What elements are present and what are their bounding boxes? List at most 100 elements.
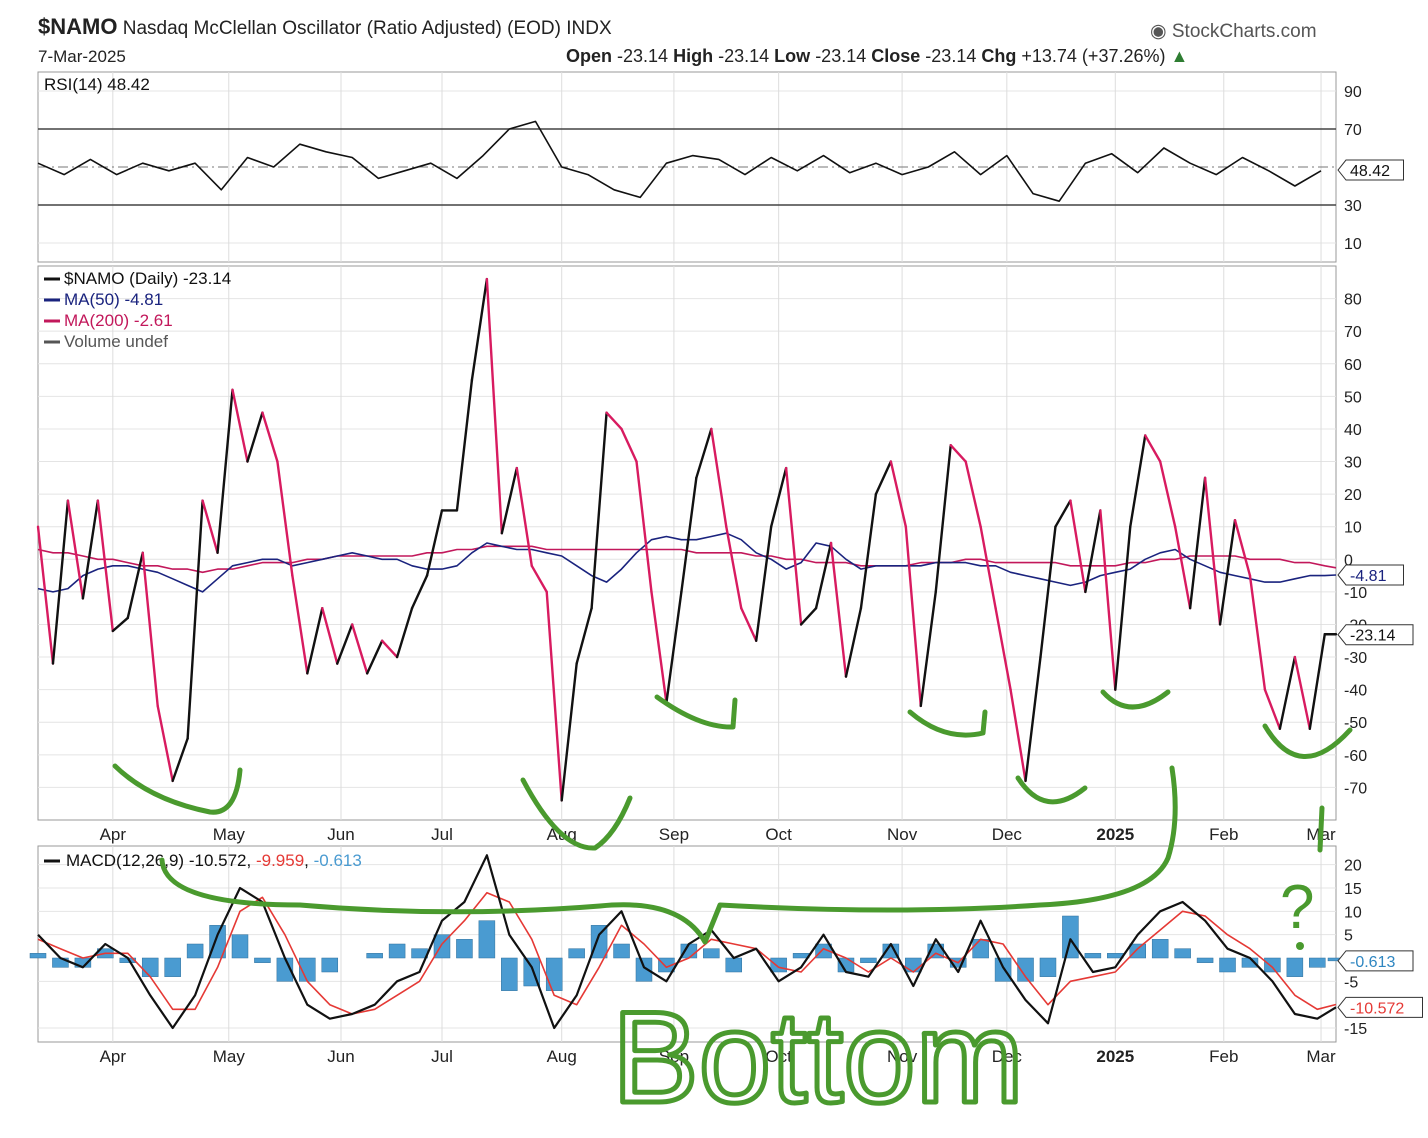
y-tick-label: 30 [1344,198,1362,215]
macd-histogram-bar [209,925,226,959]
namo-segment [934,444,952,594]
macd-legend-part: , [247,851,256,870]
x-tick-label: Mar [1306,1047,1336,1066]
namo-segment [904,525,922,708]
y-tick-label: 10 [1344,236,1362,253]
last-value-tag [1337,159,1404,181]
x-tick-label: Oct [765,1047,792,1066]
y-tick-label: -5 [1344,974,1358,991]
ohlc-label-2: Low [774,46,811,66]
ohlc-label-4: Chg [981,46,1017,66]
index-name: Nasdaq McClellan Oscillator (Ratio Adjus… [122,18,561,39]
macd-legend-part: MACD(12,26,9) [66,851,189,870]
x-tick-label: Oct [765,825,792,844]
macd-histogram-bar [231,934,249,959]
namo-segment [36,525,55,665]
up-arrow-icon: ▲ [1170,46,1189,66]
namo-segment [859,492,878,610]
macd-histogram-bar [388,943,406,959]
macd-histogram-bar [141,957,159,977]
namo-segment [201,499,219,554]
y-tick-label: 20 [1344,858,1362,875]
x-tick-label: Feb [1209,1047,1238,1066]
macd-histogram-bar [613,943,630,959]
macd-histogram-bar [1039,957,1057,977]
y-tick-label: 80 [1344,292,1362,309]
x-tick-label: 2025 [1096,1047,1134,1066]
last-value-label: 48.42 [1350,163,1390,180]
macd-histogram-bar [545,957,563,991]
namo-segment [545,590,563,802]
macd-line [37,854,1337,1030]
x-tick-label: Sep [659,1047,689,1066]
namo-segment [485,277,504,535]
hand-drawn-mark [654,694,738,730]
ohlc-label-1: High [673,46,714,66]
namo-segment [710,427,728,528]
namo-segment [949,444,967,463]
main-legend-item: MA(200) -2.61 [64,311,173,330]
namo-segment [1263,688,1282,730]
last-value-label: -23.14 [1350,628,1395,645]
namo-segment [994,606,1012,691]
y-tick-label: 0 [1344,552,1353,569]
namo-segment [769,466,788,528]
namo-segment [889,460,908,528]
question-dot [1296,942,1304,950]
x-tick-label: 2025 [1096,825,1134,844]
namo-segment [1114,525,1132,691]
namo-segment [1099,509,1117,691]
macd-histogram-bar [994,957,1012,982]
macd-panel: -15 -5 5 10 15 20 MACD(12,26,9) -10.572, -9.95… [29,845,1423,1066]
last-value-label: -0.613 [1350,954,1395,971]
x-tick-label: Sep [659,825,689,844]
namo-segment [1009,688,1027,783]
namo-segment [1293,655,1312,730]
namo-segment [1188,476,1207,610]
macd-histogram-bar [568,948,585,959]
y-tick-label: -30 [1344,650,1367,667]
x-tick-label: Apr [100,825,127,844]
rsi-line [37,120,1322,202]
y-tick-label: 10 [1344,904,1362,921]
ohlc-row: Open -23.14 High -23.14 Low -23.14 Close… [566,46,1188,67]
namo-segment [351,623,369,675]
macd-histogram-bar [815,943,832,959]
namo-segment [1278,655,1297,730]
last-value-label: -4.81 [1350,568,1387,585]
macd-histogram-bar [1286,957,1304,977]
namo-segment [276,460,294,577]
namo-segment [1158,460,1177,528]
namo-segment [336,623,354,665]
namo-segment [395,606,414,659]
y-tick-label: 90 [1344,84,1362,101]
y-tick-label: 10 [1344,520,1362,537]
macd-histogram-bar [366,953,383,959]
symbol: $NAMO [38,14,118,39]
annotation-layer: ? Bottom [112,689,1353,1133]
macd-histogram-bar [29,953,47,959]
macd-histogram-bar [1062,915,1079,959]
namo-segment [455,378,474,512]
x-tick-label: Nov [887,825,918,844]
macd-histogram-bar [186,943,204,959]
hand-drawn-mark [1317,805,1325,853]
macd-histogram-bar [1309,957,1326,968]
namo-segment [291,574,309,675]
ma200-line [37,545,1337,574]
chart-date: 7-Mar-2025 [38,47,126,66]
x-tick-label: Jun [327,825,354,844]
macd-legend-part: -9.959 [256,851,304,870]
namo-segment [1233,518,1252,577]
namo-segment [365,639,384,675]
namo-segment [216,388,234,554]
last-value-tag [1337,564,1404,586]
last-value-label: -10.572 [1350,1000,1404,1017]
bottom-word-annotation: Bottom [612,984,1024,1130]
y-tick-label: 50 [1344,389,1362,406]
x-tick-label: Jun [327,1047,354,1066]
ohlc-value-4: +13.74 (+37.26%) [1021,46,1166,66]
namo-segment [1248,574,1267,691]
namo-segment [1308,633,1326,730]
namo-segment [156,704,174,783]
